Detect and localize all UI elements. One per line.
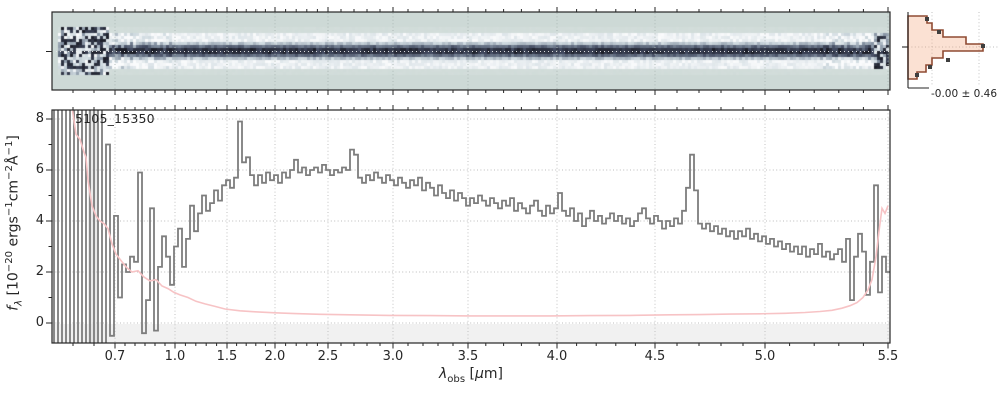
spectrum-1d-panel <box>46 105 891 349</box>
x-tick-label: 1.5 <box>216 349 238 364</box>
x-tick-label: 0.7 <box>104 349 126 364</box>
x-axis-label: λobs [μm] <box>438 366 504 385</box>
x-tick-label: 4.0 <box>546 349 568 364</box>
x-tick-label: 3.0 <box>382 349 404 364</box>
source-id-label: 5105_15350 <box>75 111 155 126</box>
x-tick-label: 1.0 <box>164 349 186 364</box>
y-tick-label: 8 <box>35 111 44 126</box>
x-tick-label: 5.5 <box>877 349 899 364</box>
spectrum-2d-overlay <box>46 7 891 95</box>
y-tick-label: 0 <box>35 315 44 330</box>
x-tick-label: 5.0 <box>754 349 776 364</box>
x-tick-label: 2.0 <box>264 349 286 364</box>
y-tick-label: 2 <box>35 264 44 279</box>
y-axis-label: fλ [10−20 ergs−1cm−2Å−1] <box>4 135 25 311</box>
spectrum-2d-image <box>52 12 890 90</box>
y-tick-label: 4 <box>35 213 44 228</box>
pixel-distribution-panel <box>902 12 998 89</box>
x-tick-label: 3.5 <box>457 349 479 364</box>
x-tick-label: 4.5 <box>644 349 666 364</box>
y-tick-label: 6 <box>35 162 44 177</box>
histogram-stats-label: -0.00 ± 0.46 <box>931 88 998 100</box>
x-tick-label: 2.5 <box>317 349 339 364</box>
